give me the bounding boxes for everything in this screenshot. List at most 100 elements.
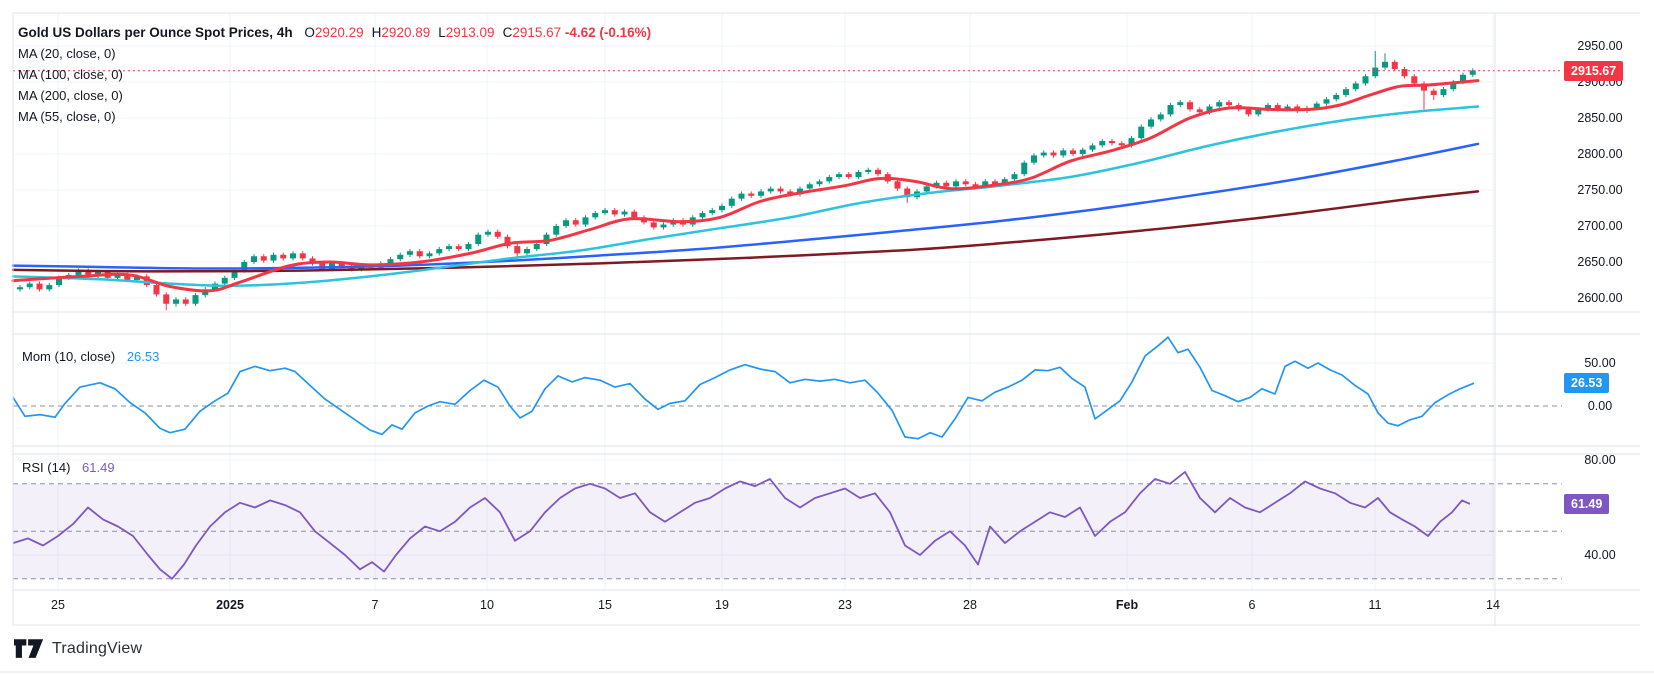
candle-body [836,174,842,178]
candle-body [1040,152,1047,156]
rsi-axis-label: 40.00 [1584,548,1616,562]
candle-body [1313,103,1320,108]
price-axis-label: 2700.00 [1577,219,1623,233]
current-price-badge: 2915.67 [1564,60,1624,81]
symbol-title: Gold US Dollars per Ounce Spot Prices, 4… [18,25,293,40]
candle-body [485,231,491,235]
candle-body [426,253,433,257]
candle-body [904,188,911,198]
ma-20-legend[interactable]: MA (20, close, 0) [18,46,116,61]
rsi-label: RSI (14) [22,460,71,475]
mom-axis-label: 50.00 [1584,356,1616,370]
time-axis-label: 25 [51,598,65,612]
candle-body [1333,94,1340,100]
candle-body [1118,143,1125,146]
candle-body [826,177,833,182]
candle-body [845,174,852,178]
time-axis-label: 28 [963,598,977,612]
candle-body [923,186,930,192]
candle-body [1001,179,1008,185]
candle-body [1411,76,1418,84]
momentum-legend[interactable]: Mom (10, close) 26.53 [22,349,159,364]
price-axis-label: 2600.00 [1577,291,1623,305]
candle-body [455,246,462,250]
time-axis-label: 19 [715,598,729,612]
candle-body [75,270,82,275]
candle-body [767,188,774,192]
candle-body [1469,70,1476,75]
candle-body [1089,145,1096,150]
candle-body [738,193,745,199]
ma-100-legend[interactable]: MA (100, close, 0) [18,67,123,82]
candle-body [387,259,394,264]
candle-body [709,210,716,214]
candle-body [524,249,530,254]
candle-body [192,295,199,304]
time-axis-label: 15 [598,598,612,612]
candle-body [26,283,33,288]
candle-body [1031,155,1037,163]
candle-body [446,246,452,250]
candle-body [621,211,628,215]
symbol-title-row[interactable]: Gold US Dollars per Ounce Spot Prices, 4… [18,22,651,43]
candle-body [1460,74,1466,82]
candle-body [553,226,560,235]
chart-legend: Gold US Dollars per Ounce Spot Prices, 4… [18,22,651,127]
price-axis-label: 2950.00 [1577,39,1623,53]
candle-body [875,169,881,175]
momentum-value: 26.53 [126,349,160,364]
candle-body [611,210,618,215]
momentum-value-badge: 26.53 [1564,373,1610,394]
candle-body [436,249,443,254]
tradingview-icon [14,639,44,658]
candle-body [1265,105,1271,110]
candle-body [1206,106,1213,113]
rsi-value: 61.49 [82,460,115,475]
candle-body [1157,114,1164,120]
time-axis-label: 14 [1486,598,1500,612]
candle-body [748,193,755,196]
candle-body [582,217,589,225]
candle-body [1323,99,1330,104]
rsi-axis-label: 80.00 [1584,453,1616,467]
candle-body [563,220,569,226]
ohlc-segment: C2915.67 [502,25,562,40]
tradingview-logo[interactable]: TradingView [14,639,142,659]
price-axis-label: 2650.00 [1577,255,1623,269]
candle-body [465,244,472,250]
candle-body [85,270,92,277]
price-axis-label: 2750.00 [1577,183,1623,197]
candle-body [270,254,277,261]
candle-body [1382,61,1388,68]
candle-body [1196,109,1203,113]
candle-body [1216,102,1223,107]
candle-body [1128,138,1135,146]
ma-200-legend[interactable]: MA (200, close, 0) [18,88,123,103]
ohlc-values: O2920.29 H2920.89 L2913.09 C2915.67 [296,25,561,40]
candle-body [865,169,872,172]
candle-body [933,182,940,187]
candle-body [494,231,501,237]
candle-body [758,191,764,196]
candle-body [299,253,306,259]
candle-body [1430,90,1437,95]
candle-body [572,220,579,225]
candle-body [280,254,287,259]
candle-body [1450,82,1457,90]
rsi-legend[interactable]: RSI (14) 61.49 [22,460,115,475]
ma-55-legend[interactable]: MA (55, close, 0) [18,109,116,124]
candle-body [416,251,423,257]
candle-body [1343,89,1349,95]
mom-axis-label: 0.00 [1587,399,1613,413]
candle-body [1362,76,1369,84]
candle-body [631,211,638,218]
ohlc-segment: O2920.29 [304,25,364,40]
ma-100-line [11,142,1480,270]
candle-body [1109,141,1115,144]
candle-body [806,184,813,189]
momentum-label: Mom (10, close) [22,349,116,364]
candle-body [182,299,189,304]
candle-body [163,294,170,304]
time-axis-label: 23 [838,598,852,612]
